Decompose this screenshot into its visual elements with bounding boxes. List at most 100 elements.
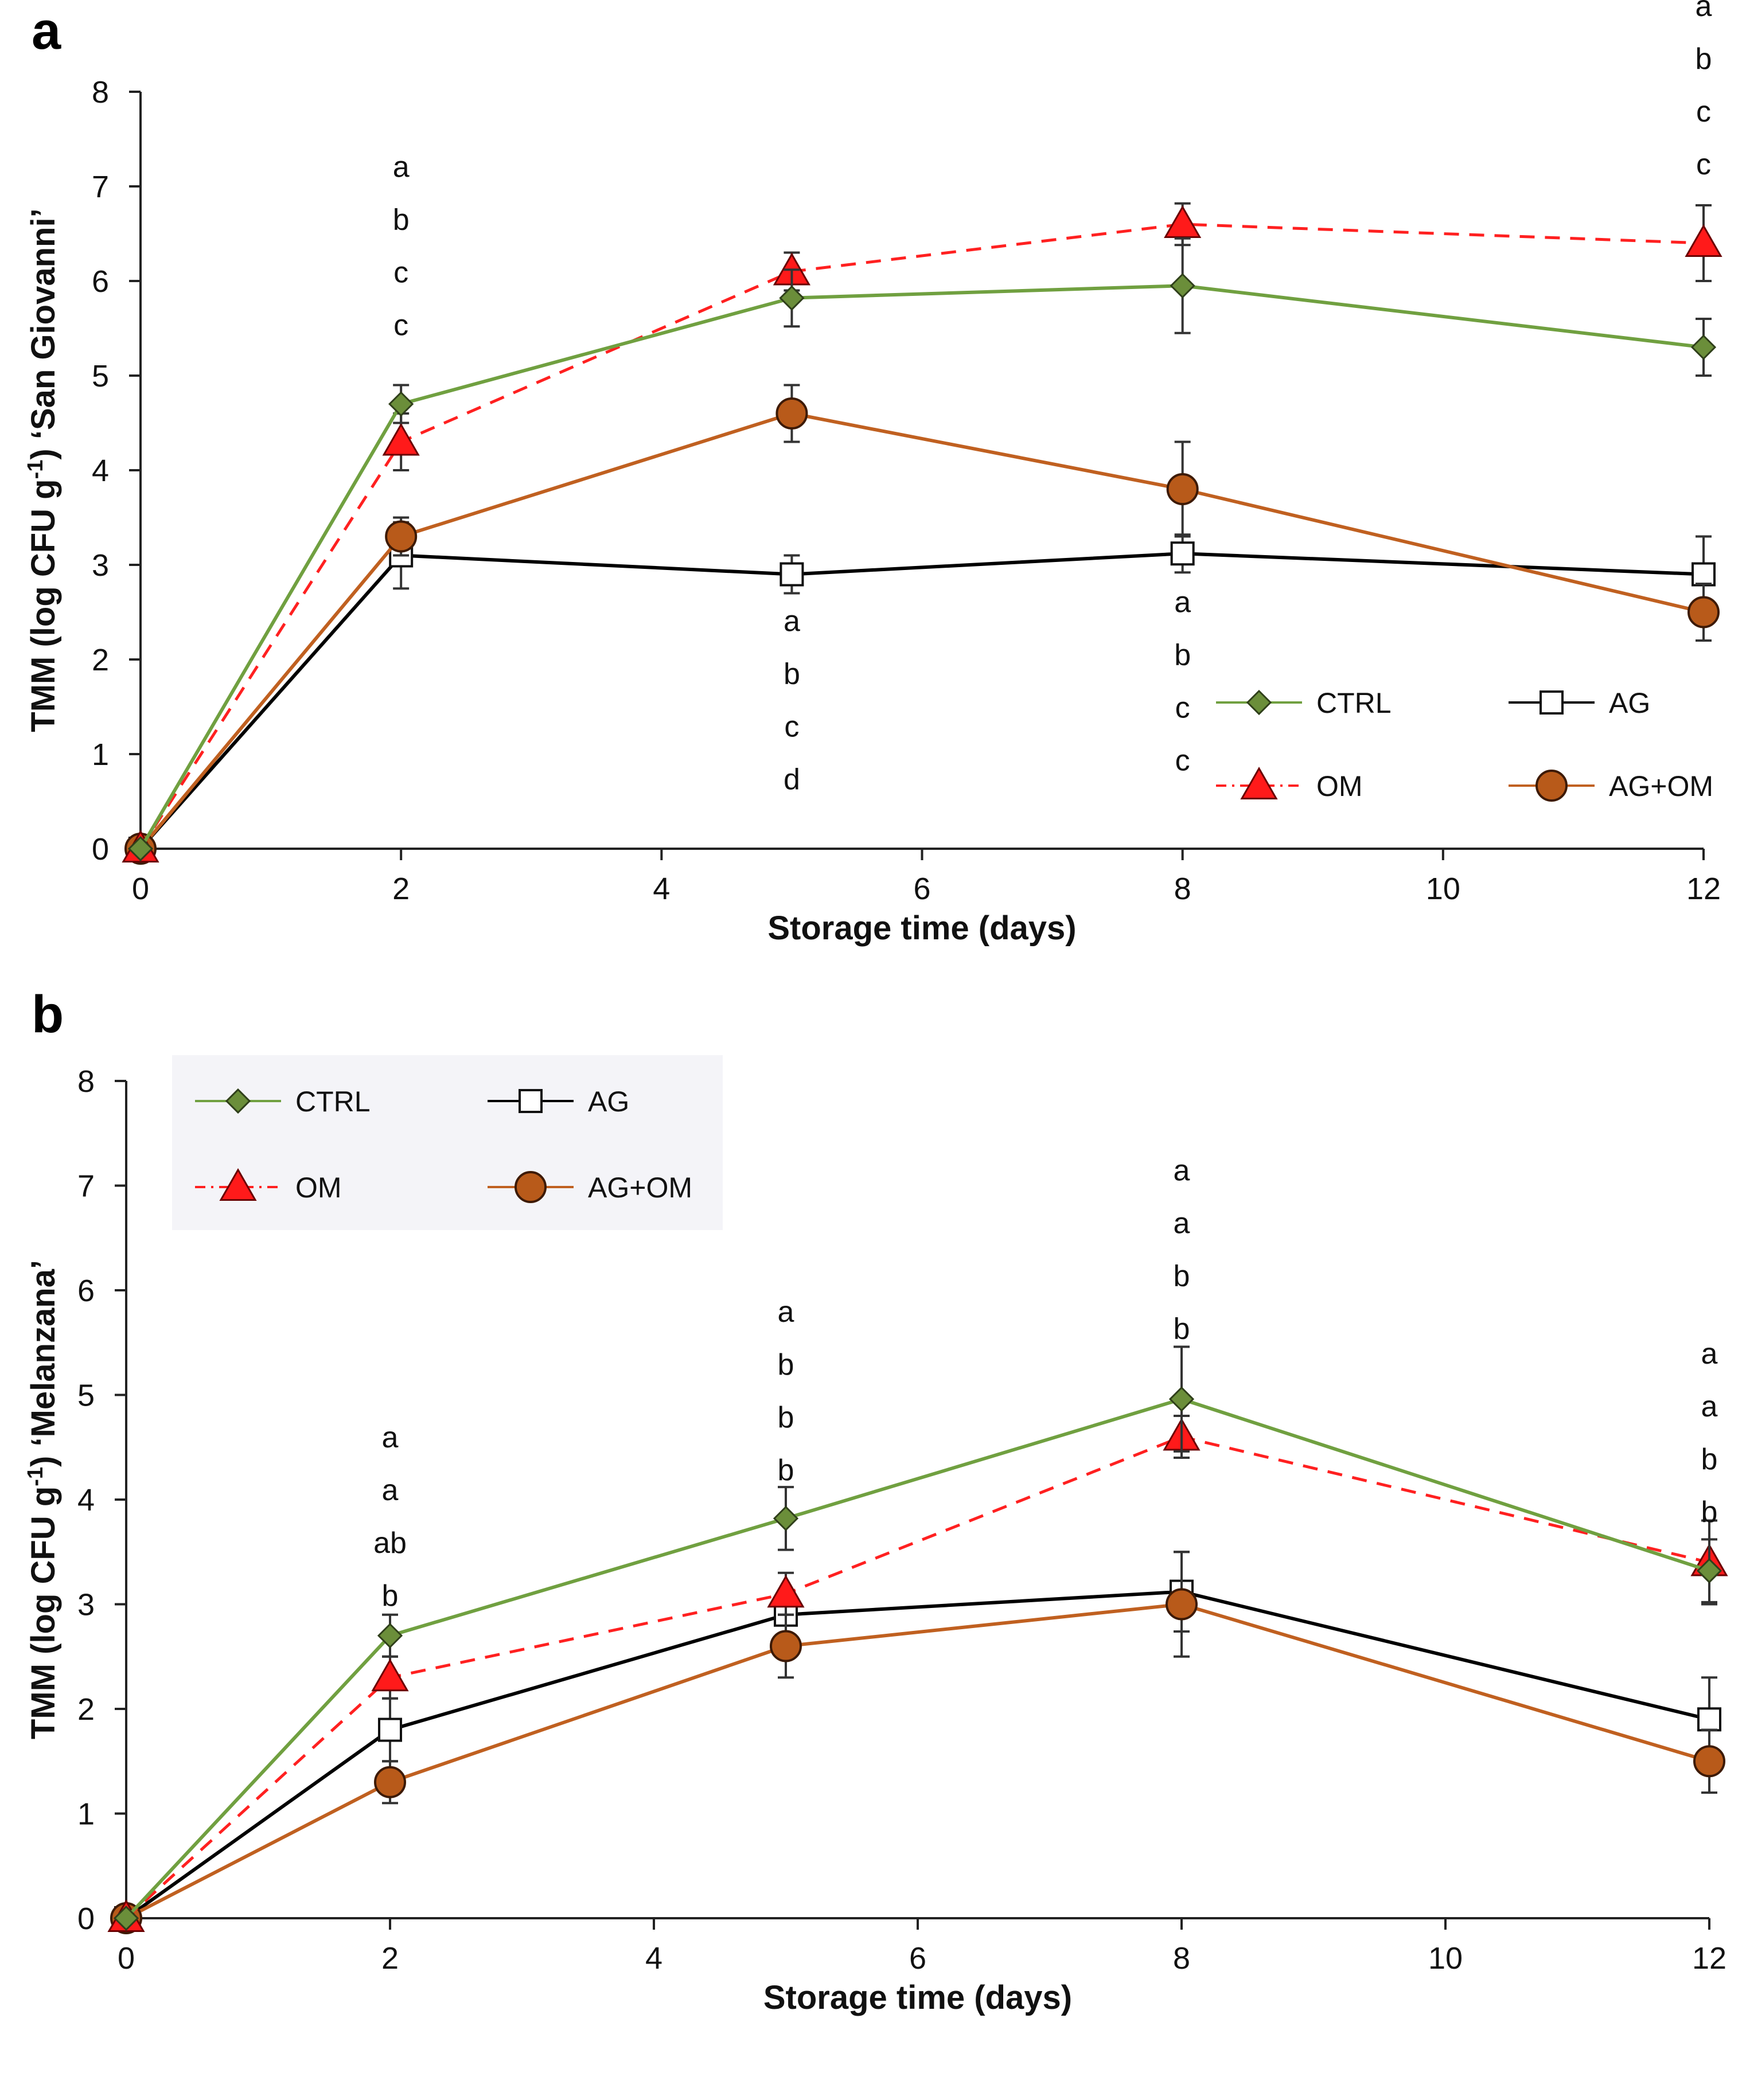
legend-marker-OM [219, 1168, 257, 1201]
data-point-OM [1164, 205, 1202, 238]
x-tick-label: 2 [381, 1941, 399, 1976]
y-axis-title: TMM (log CFU g-1) ‘San Giovanni’ [24, 208, 62, 732]
x-tick-label: 6 [909, 1941, 926, 1976]
legend-marker-CTRL [225, 1088, 251, 1114]
x-tick-label: 6 [913, 872, 930, 906]
legend-marker-CTRL [1246, 689, 1272, 716]
significance-letter: b [778, 1454, 794, 1487]
significance-letter: a [1696, 0, 1712, 23]
x-tick-label: 0 [118, 1941, 135, 1976]
significance-letter: ab [373, 1527, 407, 1560]
data-point-AG [1170, 541, 1195, 566]
y-tick-label: 8 [92, 75, 109, 110]
data-point-AG [1692, 562, 1716, 587]
data-point-CTRL [127, 836, 154, 862]
y-tick-label: 3 [92, 548, 109, 583]
y-tick-label: 7 [77, 1169, 95, 1204]
data-point-OM [382, 423, 420, 456]
significance-letter: a [1701, 1337, 1718, 1371]
data-point-CTRL [113, 1905, 139, 1931]
significance-letter: b [778, 1348, 794, 1381]
significance-letter: b [1701, 1443, 1718, 1476]
data-point-OM [371, 1658, 409, 1692]
significance-letter: a [778, 1295, 794, 1329]
significance-letter: b [778, 1401, 794, 1434]
legend-label-AG+OM: AG+OM [1609, 770, 1713, 802]
y-tick-label: 2 [92, 643, 109, 677]
panel-letter: b [32, 985, 64, 1044]
significance-letter: c [784, 711, 799, 744]
x-tick-label: 8 [1174, 872, 1191, 906]
legend-marker-AG [519, 1089, 543, 1113]
legend-label-CTRL: CTRL [1316, 687, 1392, 719]
significance-letter: c [1175, 692, 1190, 725]
y-tick-label: 1 [77, 1797, 95, 1832]
data-point-OM [767, 1575, 805, 1608]
data-point-CTRL [1170, 273, 1195, 299]
significance-letter: c [1696, 95, 1711, 128]
data-point-OM [1685, 224, 1722, 257]
data-point-CTRL [1690, 334, 1717, 360]
x-tick-label: 10 [1426, 872, 1460, 906]
y-tick-label: 0 [92, 832, 109, 866]
significance-letter: b [1174, 1312, 1190, 1345]
data-point-CTRL [773, 1505, 799, 1531]
data-point-AG+OM [1166, 1588, 1198, 1621]
y-tick-label: 0 [77, 1902, 95, 1936]
data-point-AG+OM [1166, 473, 1199, 505]
panel-letter: a [32, 2, 61, 60]
legend-box [172, 1055, 723, 1230]
significance-letter: b [784, 658, 800, 691]
x-tick-label: 4 [645, 1941, 662, 1976]
significance-letter: b [382, 1579, 399, 1613]
data-point-AG+OM [385, 520, 418, 553]
significance-letter: b [1174, 639, 1191, 672]
data-point-CTRL [1696, 1558, 1722, 1584]
y-tick-label: 6 [92, 264, 109, 299]
y-tick-label: 4 [77, 1483, 95, 1517]
significance-letter: a [1174, 1207, 1190, 1240]
legend-label-AG+OM: AG+OM [588, 1172, 692, 1204]
y-axis-title: TMM (log CFU g-1) ‘Melanzana’ [24, 1260, 62, 1739]
legend-label-CTRL: CTRL [295, 1086, 371, 1118]
data-point-CTRL [779, 285, 805, 311]
series-line-AG [139, 552, 1704, 850]
y-tick-label: 2 [77, 1692, 95, 1727]
legend-marker-AG+OM [1535, 770, 1568, 802]
legend-label-OM: OM [295, 1172, 342, 1204]
data-point-AG+OM [775, 397, 808, 430]
legend-marker-OM [1240, 766, 1278, 799]
legend-label-AG: AG [1609, 687, 1650, 719]
data-point-CTRL [377, 1623, 403, 1649]
significance-letter: c [393, 309, 408, 342]
y-tick-label: 4 [92, 454, 109, 488]
legend-marker-AG [1540, 690, 1564, 715]
series-line-OM [125, 1435, 1710, 1919]
y-tick-label: 7 [92, 170, 109, 204]
significance-letter: c [1696, 148, 1711, 181]
legend-label-OM: OM [1316, 770, 1363, 802]
legend-label-AG: AG [588, 1086, 629, 1118]
series-line-CTRL [124, 1397, 1710, 1920]
data-point-AG [1697, 1707, 1721, 1732]
data-point-CTRL [388, 391, 414, 417]
significance-letter: a [1174, 586, 1191, 619]
x-tick-label: 10 [1428, 1941, 1463, 1976]
data-point-CTRL [1168, 1386, 1195, 1412]
significance-letter: b [393, 204, 410, 237]
series-line-AG [125, 1590, 1710, 1920]
x-axis-title: Storage time (days) [767, 910, 1076, 947]
significance-letter: b [1696, 42, 1712, 76]
series-line-AG+OM [139, 411, 1704, 850]
y-tick-label: 1 [92, 737, 109, 772]
x-axis-title: Storage time (days) [763, 1979, 1072, 2016]
significance-letter: a [784, 605, 800, 638]
x-tick-label: 12 [1692, 1941, 1726, 1976]
significance-letter: b [1701, 1496, 1718, 1529]
data-point-AG [780, 562, 804, 587]
y-tick-label: 5 [77, 1379, 95, 1413]
significance-letter: c [393, 256, 408, 290]
significance-letter: c [1175, 744, 1190, 778]
series-line-AG+OM [125, 1602, 1710, 1920]
